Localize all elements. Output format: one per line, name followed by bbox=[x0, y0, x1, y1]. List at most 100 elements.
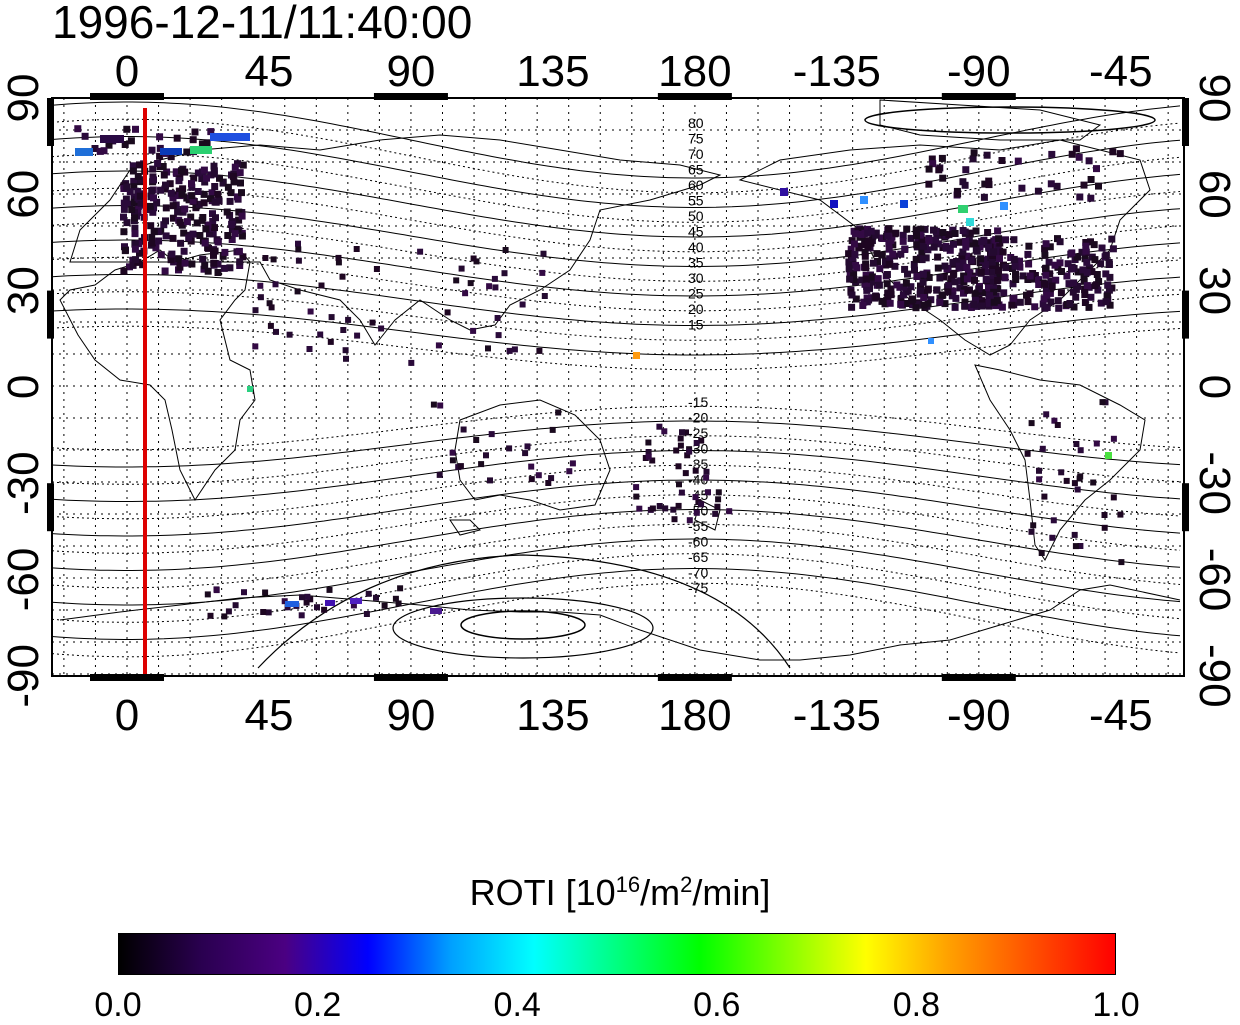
roti-point bbox=[897, 300, 905, 308]
roti-point bbox=[150, 176, 157, 184]
roti-point bbox=[904, 270, 911, 278]
roti-point bbox=[951, 303, 959, 311]
mlat-arc-south bbox=[257, 554, 791, 669]
roti-point-colored bbox=[1000, 202, 1008, 210]
roti-point bbox=[1118, 559, 1125, 566]
roti-point bbox=[327, 338, 334, 345]
roti-point bbox=[224, 232, 232, 239]
mlat-pole-north bbox=[864, 106, 1156, 134]
roti-point bbox=[342, 347, 349, 354]
roti-point bbox=[128, 206, 136, 214]
roti-point bbox=[927, 296, 935, 304]
roti-point bbox=[1035, 276, 1042, 284]
roti-point bbox=[209, 230, 217, 238]
roti-point bbox=[899, 231, 907, 239]
lat-tick-right: 90 bbox=[1190, 74, 1239, 123]
roti-point bbox=[1064, 260, 1072, 268]
roti-point bbox=[920, 301, 928, 309]
roti-point bbox=[649, 457, 656, 464]
roti-point bbox=[969, 155, 977, 163]
roti-point bbox=[294, 288, 301, 295]
roti-point bbox=[971, 296, 979, 304]
roti-point bbox=[1056, 259, 1064, 267]
roti-point bbox=[956, 262, 963, 270]
roti-point bbox=[855, 244, 863, 252]
roti-point bbox=[873, 250, 881, 258]
roti-point bbox=[963, 275, 971, 283]
lon-tick-bottom: -90 bbox=[947, 691, 1011, 740]
roti-point bbox=[176, 218, 184, 226]
roti-point bbox=[1026, 290, 1034, 298]
roti-point bbox=[1046, 289, 1054, 297]
roti-point bbox=[147, 222, 155, 230]
roti-point bbox=[506, 445, 513, 452]
roti-point bbox=[851, 251, 859, 258]
roti-point bbox=[204, 267, 212, 275]
roti-point bbox=[449, 449, 456, 456]
roti-point bbox=[122, 195, 130, 203]
roti-point bbox=[1108, 235, 1116, 243]
roti-point bbox=[167, 256, 175, 264]
roti-point bbox=[131, 224, 139, 232]
roti-point bbox=[343, 355, 349, 362]
roti-point bbox=[156, 133, 164, 141]
roti-point bbox=[845, 258, 853, 266]
mlat-contour bbox=[51, 405, 1181, 451]
roti-point bbox=[925, 165, 933, 173]
frame-bar-left bbox=[47, 483, 54, 532]
roti-point bbox=[169, 234, 177, 242]
roti-point bbox=[175, 255, 183, 263]
roti-point bbox=[273, 328, 279, 335]
roti-point bbox=[936, 274, 944, 282]
roti-point bbox=[528, 476, 535, 483]
roti-point bbox=[916, 287, 924, 295]
roti-point bbox=[959, 248, 967, 256]
mlat-contour bbox=[51, 187, 1181, 253]
lon-tick-top: 180 bbox=[658, 47, 731, 96]
roti-point bbox=[130, 177, 138, 185]
roti-point bbox=[363, 611, 370, 617]
roti-point bbox=[859, 302, 867, 309]
mlat-contour bbox=[51, 170, 1181, 238]
roti-point bbox=[861, 249, 869, 256]
lon-tick-bottom: 0 bbox=[115, 691, 139, 740]
roti-point bbox=[478, 461, 485, 468]
roti-point bbox=[1081, 255, 1089, 263]
roti-point bbox=[996, 255, 1003, 263]
roti-point bbox=[983, 268, 991, 276]
roti-point bbox=[378, 325, 385, 332]
roti-point bbox=[1002, 264, 1010, 272]
map-frame bbox=[51, 97, 1185, 677]
mlat-contour bbox=[51, 509, 1181, 571]
roti-point bbox=[168, 250, 176, 258]
roti-point bbox=[1080, 181, 1088, 189]
roti-point bbox=[891, 262, 899, 270]
roti-point bbox=[845, 265, 853, 273]
roti-point bbox=[198, 216, 206, 224]
roti-point bbox=[990, 248, 998, 256]
roti-point bbox=[679, 429, 685, 436]
roti-point bbox=[381, 602, 388, 609]
roti-point bbox=[683, 429, 689, 436]
roti-point bbox=[522, 450, 529, 457]
roti-point bbox=[167, 189, 175, 197]
roti-point bbox=[1090, 479, 1097, 486]
roti-point bbox=[912, 304, 920, 312]
roti-point bbox=[1030, 522, 1037, 529]
mlat-label: 50 bbox=[688, 208, 704, 224]
roti-map: 8075706560555045403530252015-15-20-25-30… bbox=[0, 47, 1239, 740]
roti-point bbox=[286, 331, 293, 338]
roti-point bbox=[899, 291, 907, 299]
roti-point bbox=[221, 613, 228, 620]
roti-point bbox=[960, 289, 967, 297]
roti-point bbox=[233, 225, 241, 233]
roti-point bbox=[645, 453, 652, 460]
roti-point bbox=[96, 147, 104, 155]
roti-point bbox=[494, 315, 501, 321]
lon-tick-top: 135 bbox=[516, 47, 589, 96]
roti-point bbox=[889, 241, 897, 249]
roti-point bbox=[1041, 251, 1049, 259]
roti-point bbox=[195, 200, 203, 208]
roti-point bbox=[177, 239, 185, 247]
roti-point bbox=[1000, 289, 1008, 297]
